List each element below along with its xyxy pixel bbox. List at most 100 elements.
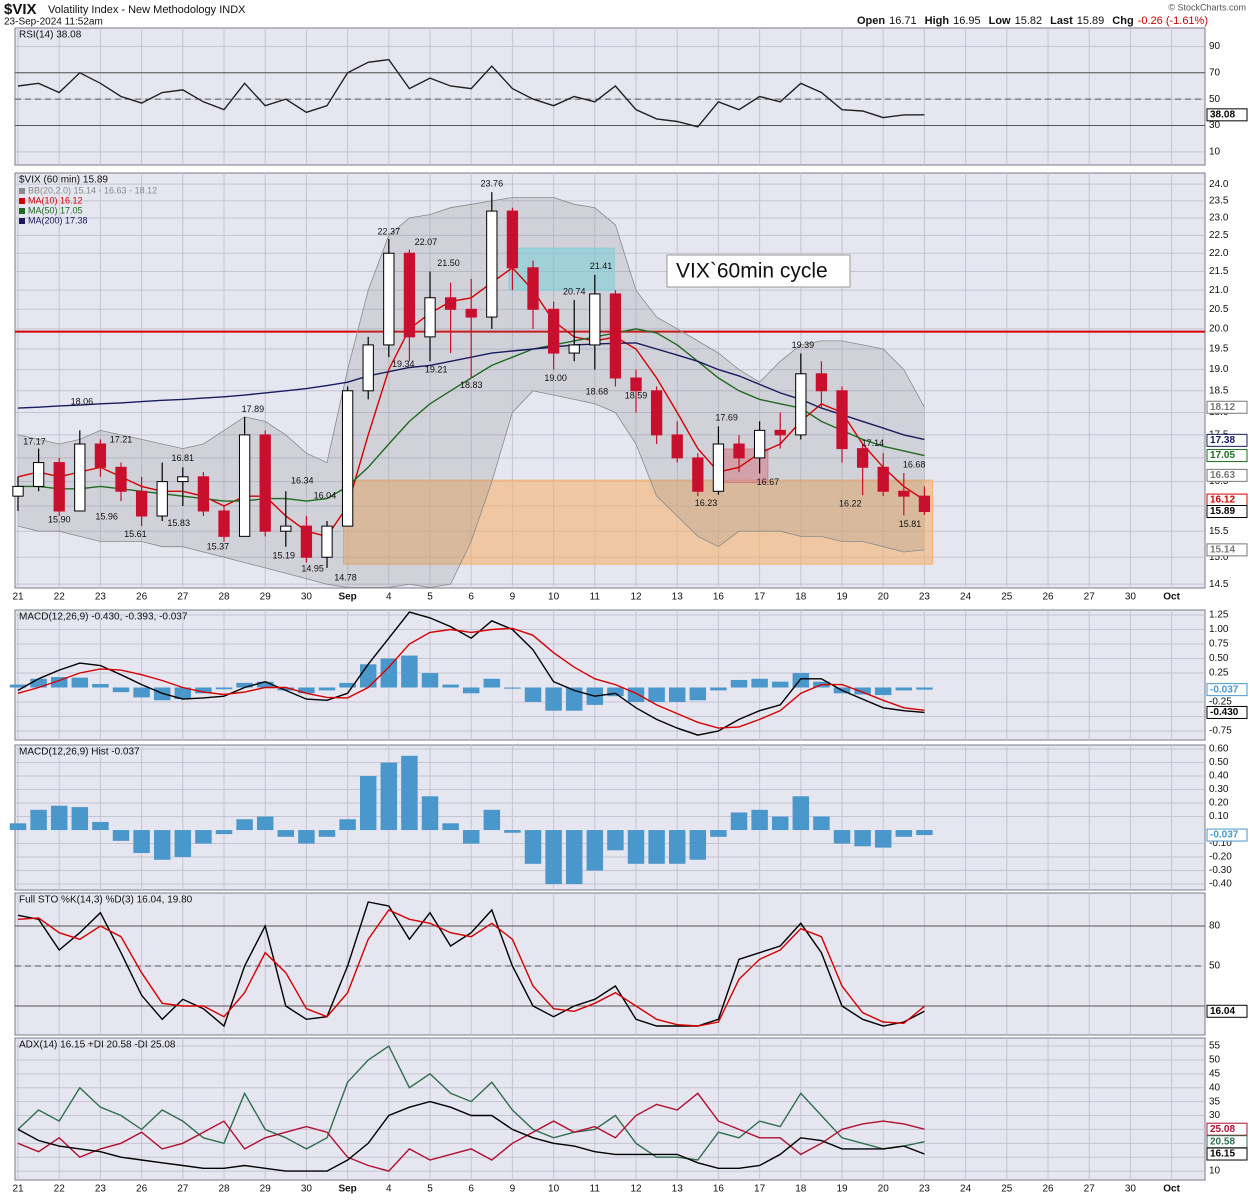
y-tick-label: 0.40 — [1209, 771, 1229, 782]
last-value-box — [1206, 468, 1248, 482]
candle-body — [115, 466, 127, 492]
x-tick-label: 6 — [468, 592, 474, 603]
low-label: 14.78 — [334, 572, 357, 582]
low-label: 15.81 — [899, 519, 922, 529]
low-label: 19.34 — [392, 359, 415, 369]
histogram-bar — [771, 681, 789, 688]
x-tick-label: 11 — [590, 592, 601, 603]
last-value-label: 16.04 — [1210, 1006, 1235, 1017]
quote-value: 15.82 — [1015, 15, 1043, 27]
histogram-bar — [298, 687, 315, 694]
histogram-bar — [195, 687, 212, 694]
x-tick-label: 5 — [427, 1184, 433, 1195]
y-tick-label: 35 — [1209, 1096, 1221, 1107]
high-label: 23.76 — [481, 179, 504, 189]
series-line — [17, 1092, 925, 1172]
histogram-bar — [916, 687, 933, 690]
quote-value: 15.89 — [1077, 15, 1105, 27]
histogram-bar — [668, 830, 686, 864]
candle-body — [403, 252, 416, 338]
histogram-bar — [112, 830, 130, 841]
y-tick-label: 40 — [1209, 1082, 1221, 1093]
panel-background — [14, 1037, 1206, 1181]
x-tick-label: 29 — [260, 592, 272, 603]
y-tick-label: 45 — [1209, 1068, 1221, 1079]
panel-title: Full STO %K(14,3) %D(3) 16.04, 19.80 — [19, 895, 193, 906]
histogram-bar — [256, 816, 274, 831]
x-tick-label: Sep — [338, 592, 356, 603]
histogram-bar — [607, 687, 624, 697]
y-tick-label: 1.00 — [1209, 624, 1229, 635]
histogram-bar — [751, 809, 768, 831]
x-tick-label: 18 — [795, 592, 807, 603]
high-label: 17.89 — [242, 404, 265, 414]
low-label: 18.68 — [586, 386, 609, 396]
histogram-bar — [895, 687, 913, 691]
x-tick-label: Sep — [338, 1184, 356, 1195]
candle-body — [259, 434, 271, 532]
high-label: 16.04 — [314, 490, 337, 500]
candle-body — [12, 485, 24, 497]
y-tick-label: 19.5 — [1209, 344, 1229, 355]
quote-value: 16.71 — [889, 15, 917, 27]
candle-body — [547, 308, 560, 354]
low-label: 15.61 — [124, 529, 147, 539]
histogram-bar — [833, 830, 851, 844]
last-value-label: 17.38 — [1210, 435, 1235, 446]
high-label: 21.41 — [590, 261, 613, 271]
y-tick-label: 14.5 — [1209, 579, 1229, 590]
high-label: 16.34 — [291, 476, 314, 486]
histogram-bar — [689, 687, 707, 701]
last-value-box — [1206, 705, 1248, 719]
histogram-bar — [9, 823, 27, 831]
y-tick-label: 15.0 — [1209, 552, 1229, 563]
histogram-bar — [730, 679, 748, 688]
quote-label: High — [925, 15, 950, 27]
last-value-box — [1206, 449, 1248, 463]
high-label: 16.68 — [903, 459, 926, 469]
x-tick-label: 13 — [672, 592, 684, 603]
high-label: 22.37 — [378, 226, 401, 236]
histogram-bar — [30, 809, 47, 831]
series-line — [17, 58, 925, 128]
histogram-bar — [421, 796, 439, 831]
histogram-bar — [524, 687, 542, 703]
candle-body — [712, 443, 725, 492]
high-label: 17.69 — [715, 413, 738, 423]
x-tick-label: 18 — [795, 1184, 807, 1195]
histogram-bar — [895, 830, 913, 837]
histogram-bar — [236, 682, 253, 688]
last-value-box — [1206, 433, 1248, 447]
y-tick-label: 21.0 — [1209, 285, 1229, 296]
series-line — [17, 197, 925, 464]
high-label: 19.39 — [792, 340, 815, 350]
candle-body — [383, 252, 395, 346]
candle-body — [527, 267, 539, 310]
x-tick-label: 27 — [1084, 592, 1096, 603]
y-tick-label: 10 — [1209, 146, 1221, 157]
x-tick-label: 25 — [1001, 1184, 1013, 1195]
histogram-bar — [236, 819, 253, 831]
y-tick-label: 0.75 — [1209, 639, 1229, 650]
histogram-bar — [710, 830, 727, 837]
histogram-bar — [504, 687, 521, 689]
x-tick-label: 11 — [590, 1184, 601, 1195]
y-tick-label: 0.50 — [1209, 757, 1229, 768]
x-tick-label: 26 — [136, 1184, 148, 1195]
histogram-bar — [318, 687, 336, 691]
high-label: 21.50 — [437, 258, 460, 268]
series-line — [17, 1100, 925, 1172]
candle-body — [177, 476, 189, 483]
x-tick-label: 5 — [427, 592, 433, 603]
histogram-bar — [215, 687, 233, 690]
x-tick-label: 22 — [54, 592, 66, 603]
histogram-bar — [133, 830, 150, 854]
series-line — [17, 611, 925, 736]
candle-body — [733, 443, 745, 459]
candle-body — [74, 443, 86, 512]
histogram-bar — [504, 830, 521, 833]
histogram-bar — [442, 684, 459, 688]
legend-label: BB(20,2.0) 15.14 - 16.63 - 18.12 — [28, 185, 157, 195]
x-tick-label: 26 — [1042, 592, 1054, 603]
